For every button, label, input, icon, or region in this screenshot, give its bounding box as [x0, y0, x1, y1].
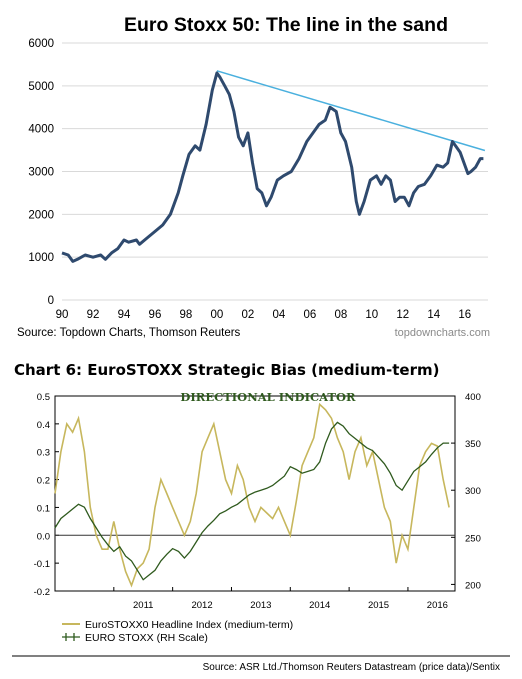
y-tick-label-left: 0.3	[37, 448, 50, 459]
x-axis-ticks: 90 92 94 96 98 00 02 04 06 08 10 12 14 16	[56, 309, 472, 321]
plot-frame	[54, 395, 456, 592]
directional-indicator-chart: DIRECTIONAL INDICATOR 0.5 0.4 0.3 0.2 0.1 0.0…	[12, 390, 510, 673]
y-tick-label: 1000	[28, 252, 54, 264]
x-tick-label: 12	[396, 309, 409, 321]
x-tick-label: 06	[303, 309, 316, 321]
y-axis-ticks: 0 1000 2000 3000 4000 5000 6000	[28, 38, 54, 307]
x-tick-label: 00	[211, 309, 224, 321]
y-tick-label: 0	[48, 295, 54, 307]
y-tick-label: 5000	[28, 81, 54, 93]
x-tick-label: 94	[118, 309, 131, 321]
grid	[62, 42, 488, 301]
x-tick-label: 90	[56, 309, 69, 321]
x-tick-label: 2014	[309, 600, 330, 611]
y-tick-label-left: 0.2	[37, 476, 50, 487]
x-tick-label: 04	[272, 309, 285, 321]
y-tick-label-right: 400	[465, 392, 481, 403]
legend: EuroSTOXX0 Headline Index (medium-term) …	[62, 619, 293, 644]
x-tick-label: 16	[458, 309, 471, 321]
y-tick-label-left: 0.0	[37, 531, 50, 542]
y-tick-label: 6000	[28, 38, 54, 50]
chart-title: Euro Stoxx 50: The line in the sand	[124, 14, 448, 36]
x-tick-label: 2011	[133, 600, 153, 611]
source-text: Source: Topdown Charts, Thomson Reuters	[17, 327, 241, 339]
x-tick-label: 92	[87, 309, 100, 321]
y-tick-label-left: 0.4	[37, 420, 50, 431]
x-tick-label: 02	[241, 309, 254, 321]
x-axis-ticks: 2011 2012 2013 2014 2015 2016	[113, 587, 448, 611]
x-tick-label: 98	[180, 309, 193, 321]
series-line	[61, 71, 484, 263]
headline-series-line	[54, 402, 450, 588]
legend-headline-label: EuroSTOXX0 Headline Index (medium-term)	[85, 619, 293, 631]
x-tick-label: 14	[427, 309, 440, 321]
y-tick-label: 3000	[28, 167, 54, 179]
x-tick-label: 08	[334, 309, 347, 321]
x-tick-label: 2016	[427, 600, 448, 611]
y-tick-label-right: 200	[465, 580, 481, 591]
indicator-title: DIRECTIONAL INDICATOR	[180, 390, 356, 404]
y-tick-label-right: 350	[465, 439, 481, 450]
x-tick-label: 2015	[368, 600, 389, 611]
eurostoxx-series-line	[54, 421, 450, 581]
y-tick-label-left: 0.5	[37, 392, 50, 403]
right-axis-ticks: 400 350 300 250 200	[451, 392, 481, 591]
section-heading: Chart 6: EuroSTOXX Strategic Bias (mediu…	[14, 361, 440, 379]
y-tick-label-right: 300	[465, 486, 481, 497]
source-text: Source: ASR Ltd./Thomson Reuters Datastr…	[203, 662, 500, 673]
x-tick-label: 96	[149, 309, 162, 321]
left-axis-ticks: 0.5 0.4 0.3 0.2 0.1 0.0 -0.1 -0.2	[34, 392, 59, 598]
y-tick-label-right: 250	[465, 533, 481, 544]
x-tick-label: 2012	[191, 600, 212, 611]
legend-eurostoxx-swatch	[62, 633, 80, 641]
legend-eurostoxx-label: EURO STOXX (RH Scale)	[85, 632, 208, 644]
y-tick-label: 4000	[28, 124, 54, 136]
trendline	[216, 70, 486, 152]
stoxx-line-chart: Euro Stoxx 50: The line in the sand 0100…	[17, 14, 490, 339]
y-tick-label-left: 0.1	[37, 503, 50, 514]
watermark: topdowncharts.com	[395, 327, 490, 339]
x-tick-label: 2013	[250, 600, 271, 611]
y-tick-label-left: -0.1	[34, 559, 50, 570]
y-tick-label-left: -0.2	[34, 587, 50, 598]
y-tick-label: 2000	[28, 209, 54, 221]
x-tick-label: 10	[365, 309, 378, 321]
